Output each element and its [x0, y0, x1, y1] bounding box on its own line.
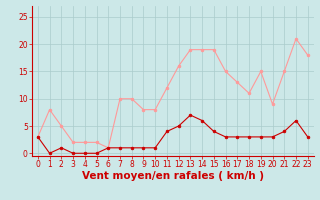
X-axis label: Vent moyen/en rafales ( km/h ): Vent moyen/en rafales ( km/h ) [82, 171, 264, 181]
